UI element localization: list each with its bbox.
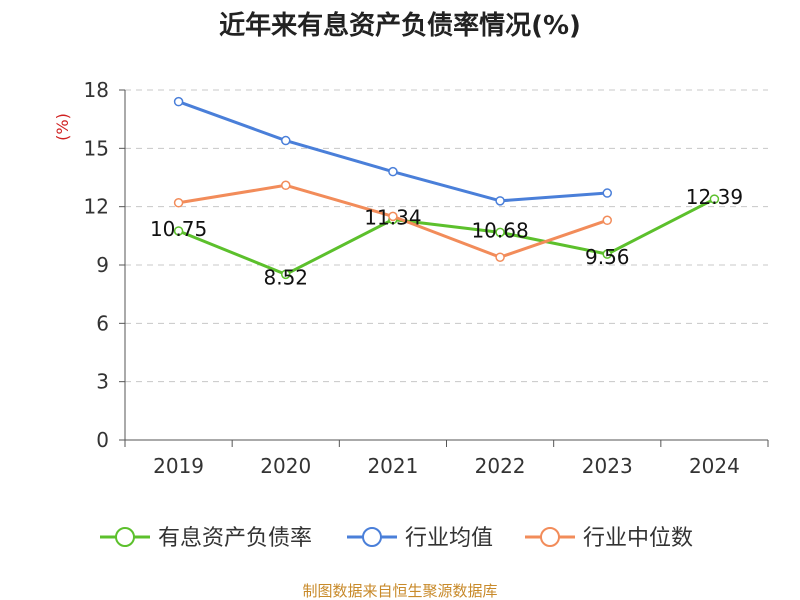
y-tick-label-5: 15 xyxy=(84,136,109,160)
y-tick-label-4: 12 xyxy=(84,195,109,219)
legend[interactable]: 有息资产负债率 行业均值 行业中位数 xyxy=(100,526,693,551)
series-0-point-1[interactable] xyxy=(281,269,291,280)
legend-label-0: 有息资产负债率 xyxy=(158,526,312,551)
series-line-1 xyxy=(178,100,608,203)
legend-swatch-marker-2 xyxy=(540,527,560,547)
legend-swatch-marker-1 xyxy=(362,527,382,547)
series-0-point-0[interactable] xyxy=(173,226,184,236)
series-2-point-2[interactable] xyxy=(388,211,398,222)
x-tick-label-2021: 2021 xyxy=(367,454,418,478)
y-tick-label-0: 0 xyxy=(96,428,109,452)
legend-item-0[interactable]: 有息资产负债率 xyxy=(100,526,312,551)
data-labels: 10.75 8.52 11.34 10.68 9.56 12.39 xyxy=(150,185,743,289)
series-2-point-0[interactable] xyxy=(173,198,184,208)
series-2-point-4[interactable] xyxy=(602,215,612,226)
y-unit-label: (%) xyxy=(53,113,72,141)
series-lines xyxy=(173,96,720,280)
x-tick-label-2023: 2023 xyxy=(582,454,633,478)
series-1-point-3[interactable] xyxy=(495,196,505,206)
source-note: 制图数据来自恒生聚源数据库 xyxy=(302,582,497,600)
data-label-0-2: 11.34 xyxy=(364,206,421,230)
data-label-0-3: 10.68 xyxy=(471,218,528,242)
y-tick-label-1: 3 xyxy=(96,370,109,394)
series-0-point-3[interactable] xyxy=(495,227,505,238)
legend-item-2[interactable]: 行业中位数 xyxy=(525,526,693,551)
y-tick-label-2: 6 xyxy=(96,311,109,335)
x-tick-label-2020: 2020 xyxy=(260,454,311,478)
chart-title: 近年来有息资产负债率情况(%) xyxy=(219,10,581,41)
series-0-point-4[interactable] xyxy=(602,249,612,259)
series-2-point-3[interactable] xyxy=(495,252,505,262)
data-label-0-0: 10.75 xyxy=(150,217,207,241)
data-label-0-4: 9.56 xyxy=(585,245,630,269)
x-tick-label-2019: 2019 xyxy=(153,454,204,478)
series-0-point-5[interactable] xyxy=(709,194,720,204)
legend-item-1[interactable]: 行业均值 xyxy=(347,526,493,551)
grid xyxy=(125,89,768,383)
y-tick-label-3: 9 xyxy=(96,253,109,277)
axes: 0 3 6 9 12 15 18 2019 2020 2021 2022 2023 2024 xyxy=(84,78,769,478)
series-1-point-0[interactable] xyxy=(173,96,184,107)
series-1-point-2[interactable] xyxy=(388,166,398,177)
series-1-point-1[interactable] xyxy=(281,135,291,146)
x-tick-label-2022: 2022 xyxy=(475,454,526,478)
legend-label-1: 行业均值 xyxy=(405,526,493,551)
data-label-0-1: 8.52 xyxy=(263,265,308,289)
x-tick-label-2024: 2024 xyxy=(689,454,740,478)
legend-swatch-marker-0 xyxy=(115,527,135,547)
series-2-point-1[interactable] xyxy=(281,180,291,191)
data-label-0-5: 12.39 xyxy=(686,185,743,209)
series-line-0 xyxy=(178,197,716,276)
y-tick-label-6: 18 xyxy=(84,78,109,102)
legend-label-2: 行业中位数 xyxy=(583,526,693,551)
series-1-point-4[interactable] xyxy=(602,188,612,198)
